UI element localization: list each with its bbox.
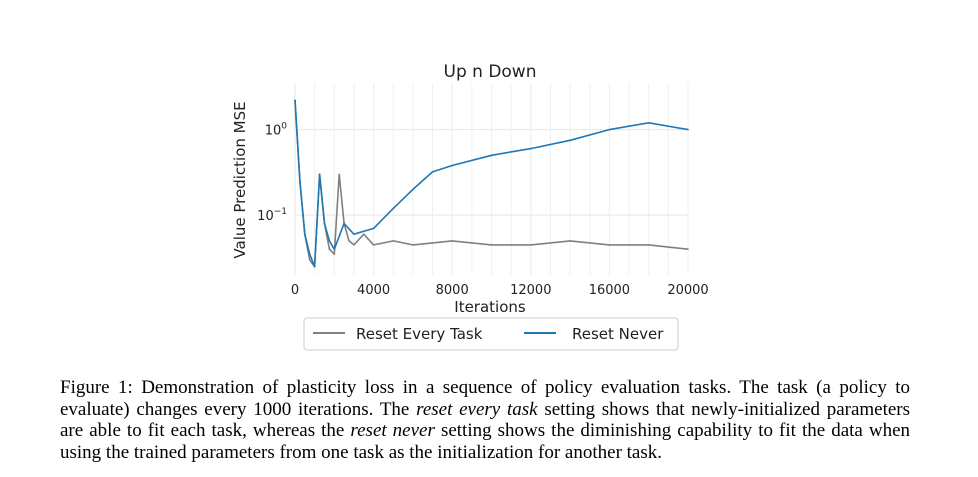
caption-label: Figure 1: [60, 377, 133, 398]
series-point [569, 240, 571, 242]
series-point [304, 233, 306, 235]
series-point [328, 240, 331, 242]
caption-text-1: Demonstration of plasticity loss in a se… [60, 377, 911, 420]
series-point [328, 248, 331, 251]
series-point [608, 244, 611, 246]
y-axis-label: Value Prediction MSE [231, 101, 249, 258]
series-point [318, 173, 321, 176]
legend: Reset Every Task Reset Never [303, 317, 679, 351]
series-point [362, 233, 365, 235]
series-point [569, 139, 571, 142]
caption-text-2: setting shows that newly-initialized par… [60, 398, 911, 442]
series-point [353, 233, 355, 235]
y-tick-labels: 100 10−1 [257, 122, 287, 225]
series-point [490, 154, 493, 157]
series-point [687, 248, 689, 251]
series-point [451, 164, 454, 167]
series-point [348, 240, 350, 242]
task-boundaries [314, 83, 689, 275]
x-tick-labels: 0 4000 8000 12000 16000 20000 [291, 283, 709, 298]
legend-label-reset-every-task: Reset Every Task [356, 325, 483, 343]
legend-label-reset-never: Reset Never [572, 325, 664, 343]
series-point [647, 121, 650, 124]
series-point [412, 188, 414, 191]
figure-chart: Up n Down 0 4000 8000 12000 16000 20000 10010… [231, 62, 709, 351]
x-tick-label: 20000 [667, 283, 708, 298]
caption-text-3: setting shows the diminishing capability… [60, 420, 911, 463]
series-point [490, 244, 493, 246]
series-point [333, 248, 336, 251]
series-point [294, 99, 296, 102]
series-point [647, 244, 650, 246]
series-point [313, 265, 316, 268]
series-point [372, 244, 375, 246]
series-point [392, 207, 395, 210]
x-axis-label: Iterations [454, 298, 526, 316]
y-tick-label: 100 [265, 122, 288, 139]
caption-emphasis-reset-never: reset never [350, 420, 435, 441]
series-point [530, 147, 532, 150]
series-point [308, 259, 311, 261]
series-point [687, 128, 689, 131]
x-tick-label: 8000 [436, 283, 469, 298]
series-lines [294, 99, 689, 268]
series-point [392, 240, 395, 242]
plot-area [294, 83, 689, 275]
series-point [333, 253, 336, 255]
series-point [299, 180, 301, 182]
y-tick-label: 10−1 [257, 207, 287, 224]
series-point [353, 244, 355, 246]
series-point [431, 171, 434, 173]
caption-emphasis-reset-every-task: reset every task [416, 398, 538, 420]
series-point [308, 253, 311, 255]
series-point [372, 227, 375, 230]
figure-caption: Figure 1: Demonstration of plasticity lo… [60, 377, 910, 463]
x-tick-label: 0 [291, 283, 299, 298]
series-point [343, 222, 345, 225]
x-tick-label: 4000 [357, 283, 390, 298]
series-point [608, 128, 611, 131]
series-point [338, 173, 341, 176]
series-point [323, 222, 326, 225]
series-point [530, 244, 532, 246]
chart-title: Up n Down [444, 62, 537, 82]
series-line-reset-never [294, 100, 689, 268]
x-tick-label: 16000 [589, 283, 630, 298]
x-tick-label: 12000 [510, 283, 551, 298]
legend-box [303, 317, 679, 351]
series-point [412, 244, 414, 246]
series-point [451, 240, 454, 242]
